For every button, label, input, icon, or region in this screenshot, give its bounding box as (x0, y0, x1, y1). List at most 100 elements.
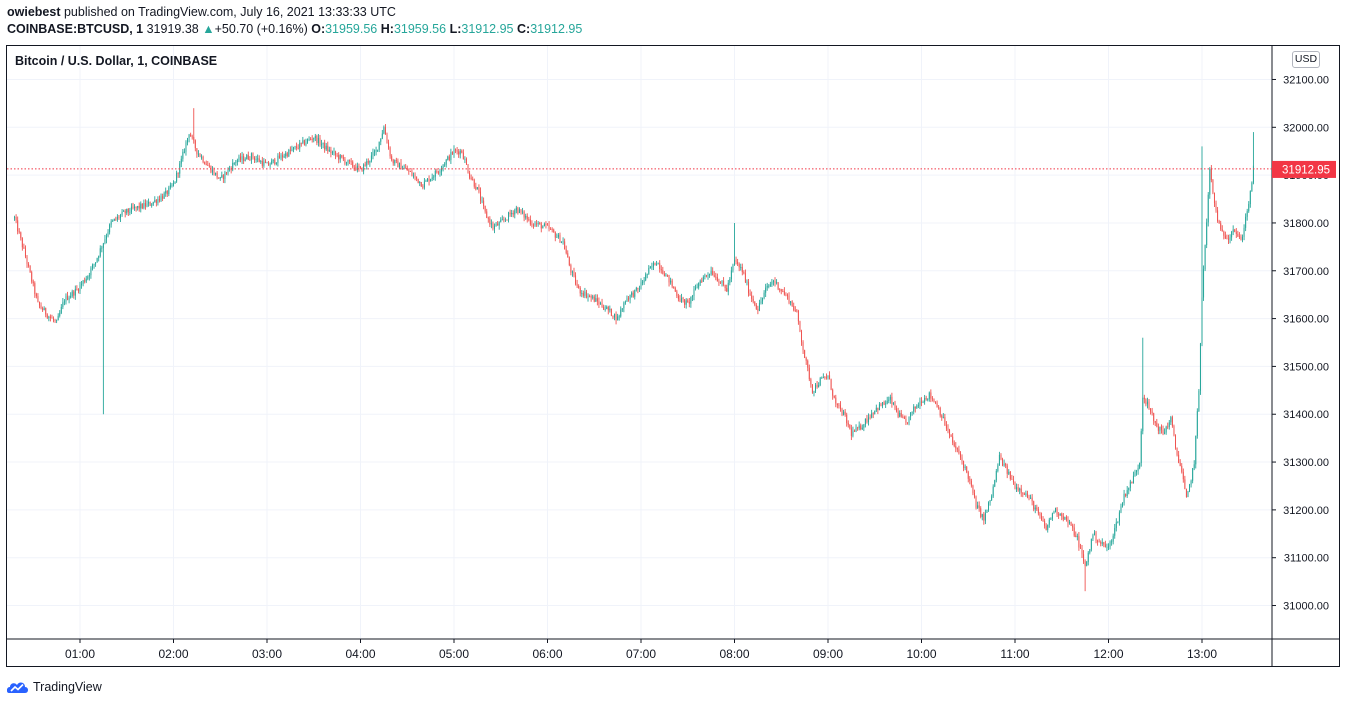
candle-body (796, 310, 798, 312)
candle-body (529, 219, 531, 225)
candle-body (922, 402, 924, 403)
candle-body (233, 162, 235, 164)
candle-body (548, 224, 550, 229)
candle-body (676, 291, 678, 296)
candle-body (924, 398, 926, 403)
candle-body (277, 155, 279, 163)
candle-body (1115, 522, 1117, 529)
candle-body (707, 274, 709, 276)
candle-body (1079, 547, 1081, 549)
candle-body (719, 282, 721, 284)
candle-body (296, 146, 298, 148)
candle-body (1048, 519, 1050, 525)
candle-body (257, 158, 259, 160)
candle-body (657, 263, 659, 265)
candle-body (938, 407, 940, 409)
candle-body (550, 228, 552, 230)
candle-body (335, 151, 337, 155)
candle-body (427, 178, 429, 181)
candle-body (255, 159, 257, 160)
tradingview-footer[interactable]: TradingView (7, 678, 102, 696)
candle-body (1087, 552, 1089, 563)
candle-body (422, 186, 424, 188)
price-change: +50.70 (+0.16%) (214, 22, 308, 36)
candle-body (176, 172, 178, 182)
last-price-label: 31912.95 (1282, 164, 1330, 176)
candle-body (511, 213, 513, 215)
y-tick-label: 31700.00 (1283, 266, 1329, 278)
candle-body (853, 430, 855, 432)
candle-body (199, 153, 201, 157)
candle-body (57, 315, 59, 321)
candle-body (515, 207, 517, 211)
candle-body (846, 414, 848, 424)
candle-body (1199, 343, 1201, 391)
candle-body (1033, 501, 1035, 510)
candle-body (87, 276, 89, 279)
candle-body (17, 220, 19, 232)
candle-body (73, 291, 75, 296)
candle-body (1185, 489, 1187, 498)
candle-body (420, 182, 422, 187)
candle-body (897, 411, 899, 417)
currency-button[interactable]: USD (1292, 51, 1320, 68)
candle-body (1207, 194, 1209, 223)
candle-body (763, 292, 765, 298)
candle-body (211, 169, 213, 173)
candle-body (144, 202, 146, 207)
candle-body (1083, 554, 1085, 562)
candle-body (790, 301, 792, 303)
candle-body (157, 199, 159, 204)
candle-body (991, 496, 993, 501)
candle-body (375, 149, 377, 152)
candle-body (275, 162, 277, 164)
candle-body (1114, 528, 1116, 536)
candle-body (18, 231, 20, 233)
candle-body (319, 137, 321, 145)
candle-body (1037, 509, 1039, 514)
candle-body (442, 165, 444, 169)
candle-body (620, 309, 622, 317)
candle-body (1132, 475, 1134, 484)
candle-body (1142, 397, 1144, 432)
candle-body (830, 379, 832, 390)
candle-body (631, 292, 633, 295)
candle-body (155, 200, 157, 204)
candle-body (204, 162, 206, 165)
candle-body (980, 508, 982, 517)
candle-body (688, 302, 690, 304)
candle-body (283, 156, 285, 158)
candle-body (709, 274, 711, 276)
candle-body (190, 134, 192, 137)
candle-body (338, 155, 340, 160)
author-name[interactable]: owiebest (7, 5, 61, 19)
candle-body (953, 442, 955, 447)
candle-body (416, 176, 418, 179)
candle-body (70, 295, 72, 298)
candle-body (704, 275, 706, 277)
candle-body (878, 404, 880, 411)
candle-body (461, 150, 463, 153)
candle-body (532, 224, 534, 226)
candle-body (1005, 463, 1007, 466)
candle-body (107, 232, 109, 237)
candle-body (339, 155, 341, 160)
last-price-badge (1272, 160, 1336, 178)
candle-body (727, 282, 729, 292)
candle-body (138, 205, 140, 209)
candle-body (935, 402, 937, 403)
candle-body (629, 294, 631, 300)
candle-body (364, 164, 366, 166)
candle-body (752, 298, 754, 302)
candle-body (786, 294, 788, 296)
candle-body (130, 206, 132, 213)
candle-body (232, 162, 234, 170)
candle-body (1201, 297, 1203, 344)
candle-body (113, 218, 115, 221)
candle-body (1210, 168, 1212, 181)
candle-body (263, 161, 265, 166)
candle-body (479, 191, 481, 201)
last-price: 31919.38 (146, 22, 199, 36)
candle-body (46, 314, 48, 318)
